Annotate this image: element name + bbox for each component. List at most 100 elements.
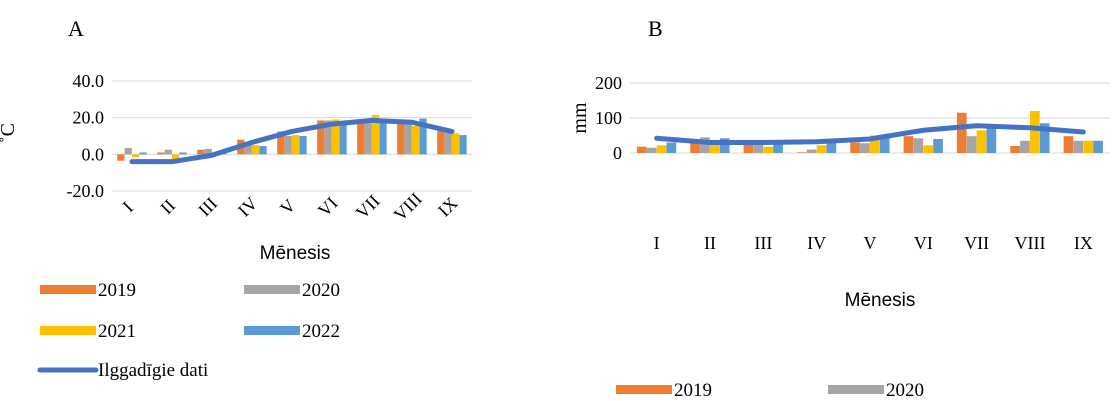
- bar-2021-IV: [816, 145, 827, 153]
- bar-2021-V: [870, 135, 880, 153]
- bar-2020-I: [646, 147, 657, 153]
- legend-b-swatch-2020: [828, 385, 884, 394]
- chart-b-x-axis-label: Mēnesis: [845, 290, 916, 311]
- y-tick-label: -20.0: [67, 181, 105, 201]
- legend-b-label-2019: 2019: [674, 380, 712, 401]
- bar-2019-I: [117, 154, 125, 161]
- x-tick-label: II: [156, 195, 179, 218]
- bar-2019-III: [743, 143, 754, 153]
- bar-2021-IX: [1083, 140, 1093, 153]
- bar-2019-VI: [903, 136, 914, 153]
- bar-2021-III: [763, 146, 773, 153]
- bar-2019-IV: [796, 152, 807, 153]
- bar-2022-I: [666, 142, 677, 153]
- bar-2019-IX: [1063, 136, 1074, 153]
- legend-item-2020: 2020: [244, 280, 340, 301]
- bar-2019-VIII: [1010, 146, 1020, 153]
- bar-2021-VIII: [1030, 111, 1040, 153]
- x-tick-label: VI: [914, 233, 933, 253]
- bar-2020-VII: [364, 123, 372, 155]
- bar-2019-II: [690, 143, 700, 153]
- bar-2022-II: [719, 138, 730, 153]
- bar-2021-IX: [452, 133, 460, 155]
- bar-2022-IV: [259, 146, 267, 155]
- x-tick-label: II: [704, 233, 716, 253]
- chart-b-y-axis-label: mm: [569, 102, 591, 134]
- bar-2019-III: [197, 149, 205, 155]
- y-tick-label: 20.0: [73, 108, 105, 128]
- legend-item-2021: 2021: [40, 321, 136, 342]
- y-tick-label: 0: [613, 143, 622, 163]
- y-tick-label: 200: [595, 73, 622, 93]
- legend-label-2019: 2019: [98, 280, 136, 301]
- x-tick-label: III: [754, 233, 772, 253]
- bar-2021-IV: [252, 145, 260, 155]
- bar-2020-II: [700, 137, 710, 153]
- bar-2021-I: [656, 145, 667, 153]
- bar-2019-VII: [956, 112, 967, 153]
- bar-2020-IX: [1073, 140, 1084, 153]
- bar-2019-VII: [357, 123, 365, 155]
- bar-2022-V: [299, 136, 307, 155]
- bar-2020-II: [164, 149, 172, 155]
- legend-label-2021: 2021: [98, 321, 136, 342]
- bar-2019-VIII: [397, 123, 405, 155]
- chart-a-legend: 2019 2020 2021 2022 Ilggadīgie dati: [37, 280, 340, 381]
- bar-2019-IX: [437, 130, 445, 155]
- y-tick-label: 100: [595, 108, 622, 128]
- bar-2021-VII: [372, 114, 380, 155]
- x-tick-label: IV: [807, 233, 826, 253]
- long-term-line: [654, 123, 1086, 145]
- bar-2022-III: [773, 142, 783, 153]
- legend-b-item-2020: 2020: [828, 380, 924, 401]
- legend-swatch-2022: [244, 326, 300, 335]
- bar-2019-I: [636, 146, 647, 153]
- bar-2021-V: [292, 135, 300, 155]
- x-tick-label: III: [194, 193, 221, 220]
- bar-2021-II: [172, 154, 180, 159]
- bar-2022-VII: [986, 127, 997, 153]
- x-tick-label: IV: [234, 193, 262, 221]
- legend-b-item-2019: 2019: [616, 380, 712, 401]
- x-tick-label: VI: [314, 193, 342, 221]
- legend-label-2022: 2022: [302, 321, 340, 342]
- bar-2020-VI: [324, 120, 332, 155]
- x-tick-label: V: [276, 195, 299, 218]
- bar-2019-V: [850, 142, 860, 153]
- bar-2020-IV: [244, 142, 252, 155]
- long-term-line: [129, 117, 455, 165]
- x-tick-label: IX: [434, 193, 462, 221]
- bar-2022-VI: [339, 124, 347, 155]
- bar-2022-I: [139, 152, 147, 155]
- bar-2020-IV: [806, 149, 817, 153]
- bar-2021-VI: [332, 119, 340, 155]
- bar-2019-II: [157, 152, 165, 155]
- bar-2022-V: [879, 138, 890, 153]
- bar-2022-VII: [379, 121, 387, 155]
- legend-swatch-2019: [40, 285, 96, 294]
- bar-2020-V: [284, 136, 292, 155]
- chart-a-y-axis-label: ˚C: [0, 123, 19, 143]
- panel-label-a: A: [68, 16, 84, 41]
- legend-b-label-2020: 2020: [886, 380, 924, 401]
- bar-2021-I: [132, 154, 140, 158]
- bar-2021-VII: [976, 130, 987, 153]
- bar-2022-VIII: [1039, 123, 1050, 153]
- bar-2022-IX: [1093, 140, 1103, 153]
- y-tick-label: 0.0: [82, 144, 105, 164]
- legend-item-2022: 2022: [244, 321, 340, 342]
- x-tick-label: VIII: [390, 189, 426, 225]
- legend-item-2019: 2019: [40, 280, 136, 301]
- legend-label-long-term: Ilggadīgie dati: [98, 360, 208, 381]
- x-tick-label: I: [654, 233, 660, 253]
- bar-2020-III: [753, 140, 764, 153]
- bar-2022-II: [179, 152, 187, 155]
- x-tick-label: VII: [964, 233, 989, 253]
- legend-swatch-2020: [244, 285, 300, 294]
- chart-b-legend: 2019 2020: [616, 380, 924, 401]
- bar-2021-VI: [923, 145, 933, 153]
- legend-swatch-2021: [40, 326, 96, 335]
- x-tick-label: VII: [352, 191, 384, 223]
